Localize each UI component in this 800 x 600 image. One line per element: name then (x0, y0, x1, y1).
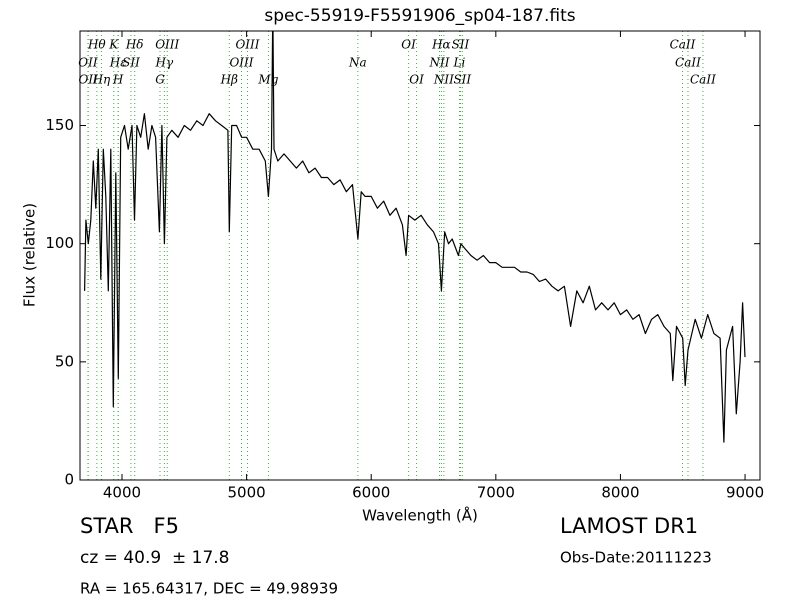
spectral-line-label: OII (79, 73, 99, 87)
plot-frame (79, 30, 761, 481)
spectral-line-label: SII (122, 56, 140, 70)
spectral-line-label: Hδ (125, 38, 144, 52)
x-tick-label: 8000 (601, 484, 639, 502)
y-axis-label: Flux (relative) (21, 203, 39, 307)
spectral-line-label: Mg (257, 73, 278, 87)
chart-title: spec-55919-F5591906_sp04-187.fits (264, 6, 575, 26)
spectral-line-label: Li (453, 56, 466, 70)
spectral-line-label: CaII (690, 73, 716, 87)
spectral-line-label: Hη (92, 73, 111, 87)
spectral-line-label: Hθ (87, 38, 106, 52)
object-class: STAR F5 (80, 514, 179, 538)
spectral-line-label: OI (401, 38, 416, 52)
spectral-line-label: OIII (155, 38, 179, 52)
y-tick-label: 50 (55, 352, 74, 370)
survey: LAMOST DR1 (560, 514, 698, 538)
coordinates: RA = 165.64317, DEC = 49.98939 (80, 580, 338, 598)
plot-area (84, 31, 746, 480)
spectrum-line (84, 31, 746, 443)
spectral-line-label: NII (433, 73, 454, 87)
spectral-line-label: SII (452, 38, 470, 52)
spectral-line-label: SII (453, 73, 471, 87)
x-tick-label: 4000 (103, 484, 141, 502)
y-tick-label: 150 (45, 116, 74, 134)
redshift: cz = 40.9 ± 17.8 (80, 548, 229, 568)
x-axis-label: Wavelength (Å) (362, 506, 478, 525)
spectral-line-label: CaII (670, 38, 696, 52)
y-tick-label: 0 (64, 471, 74, 489)
spectral-line-label: NII (429, 56, 450, 70)
y-tick-label: 100 (45, 234, 74, 252)
spectral-line-label: K (108, 38, 119, 52)
spectral-line-label: H (112, 73, 124, 87)
x-tick-label: 5000 (228, 484, 266, 502)
spectral-line-label: G (155, 73, 165, 87)
spectral-line-label: OIII (235, 38, 259, 52)
spectral-line-label: Hε (109, 56, 127, 70)
x-tick-label: 9000 (726, 484, 764, 502)
spectral-line-label: Hγ (155, 56, 174, 70)
spectral-line-label: CaII (675, 56, 701, 70)
spectral-line-label: OII (78, 56, 98, 70)
spectral-line-label: Hα (431, 38, 451, 52)
obs-date: Obs-Date:20111223 (560, 549, 712, 567)
spectral-line-label: OIII (229, 56, 253, 70)
x-tick-label: 6000 (352, 484, 390, 502)
spectral-line-label: OI (409, 73, 424, 87)
x-tick-label: 7000 (477, 484, 515, 502)
spectral-line-label: Hβ (220, 73, 238, 87)
spectral-line-label: Na (348, 56, 367, 70)
